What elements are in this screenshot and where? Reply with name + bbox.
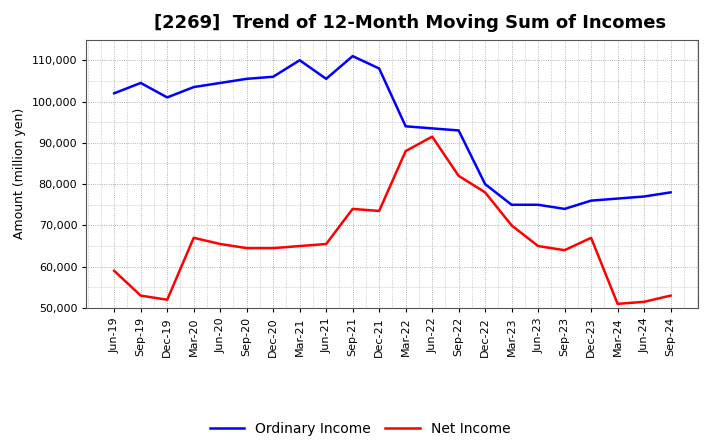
Net Income	[348, 206, 357, 212]
Ordinary Income	[216, 81, 225, 86]
Net Income	[666, 293, 675, 298]
Y-axis label: Amount (million yen): Amount (million yen)	[13, 108, 27, 239]
Ordinary Income	[243, 76, 251, 81]
Line: Ordinary Income: Ordinary Income	[114, 56, 670, 209]
Ordinary Income	[508, 202, 516, 207]
Net Income	[189, 235, 198, 240]
Net Income	[508, 223, 516, 228]
Ordinary Income	[136, 81, 145, 86]
Ordinary Income	[295, 58, 304, 63]
Net Income	[481, 190, 490, 195]
Ordinary Income	[640, 194, 649, 199]
Ordinary Income	[348, 54, 357, 59]
Net Income	[163, 297, 171, 302]
Ordinary Income	[401, 124, 410, 129]
Net Income	[216, 242, 225, 247]
Ordinary Income	[322, 76, 330, 81]
Ordinary Income	[534, 202, 542, 207]
Net Income	[640, 299, 649, 304]
Net Income	[322, 242, 330, 247]
Net Income	[534, 243, 542, 249]
Net Income	[136, 293, 145, 298]
Line: Net Income: Net Income	[114, 137, 670, 304]
Ordinary Income	[587, 198, 595, 203]
Ordinary Income	[560, 206, 569, 212]
Ordinary Income	[666, 190, 675, 195]
Net Income	[110, 268, 119, 274]
Net Income	[587, 235, 595, 240]
Net Income	[375, 208, 384, 213]
Ordinary Income	[454, 128, 463, 133]
Ordinary Income	[428, 126, 436, 131]
Net Income	[454, 173, 463, 179]
Ordinary Income	[163, 95, 171, 100]
Text: [2269]  Trend of 12-Month Moving Sum of Incomes: [2269] Trend of 12-Month Moving Sum of I…	[154, 15, 666, 33]
Net Income	[243, 246, 251, 251]
Legend: Ordinary Income, Net Income: Ordinary Income, Net Income	[204, 417, 516, 440]
Net Income	[560, 248, 569, 253]
Net Income	[613, 301, 622, 307]
Ordinary Income	[110, 91, 119, 96]
Net Income	[269, 246, 277, 251]
Ordinary Income	[481, 181, 490, 187]
Ordinary Income	[189, 84, 198, 90]
Ordinary Income	[375, 66, 384, 71]
Net Income	[428, 134, 436, 139]
Net Income	[295, 243, 304, 249]
Ordinary Income	[269, 74, 277, 79]
Ordinary Income	[613, 196, 622, 201]
Net Income	[401, 148, 410, 154]
